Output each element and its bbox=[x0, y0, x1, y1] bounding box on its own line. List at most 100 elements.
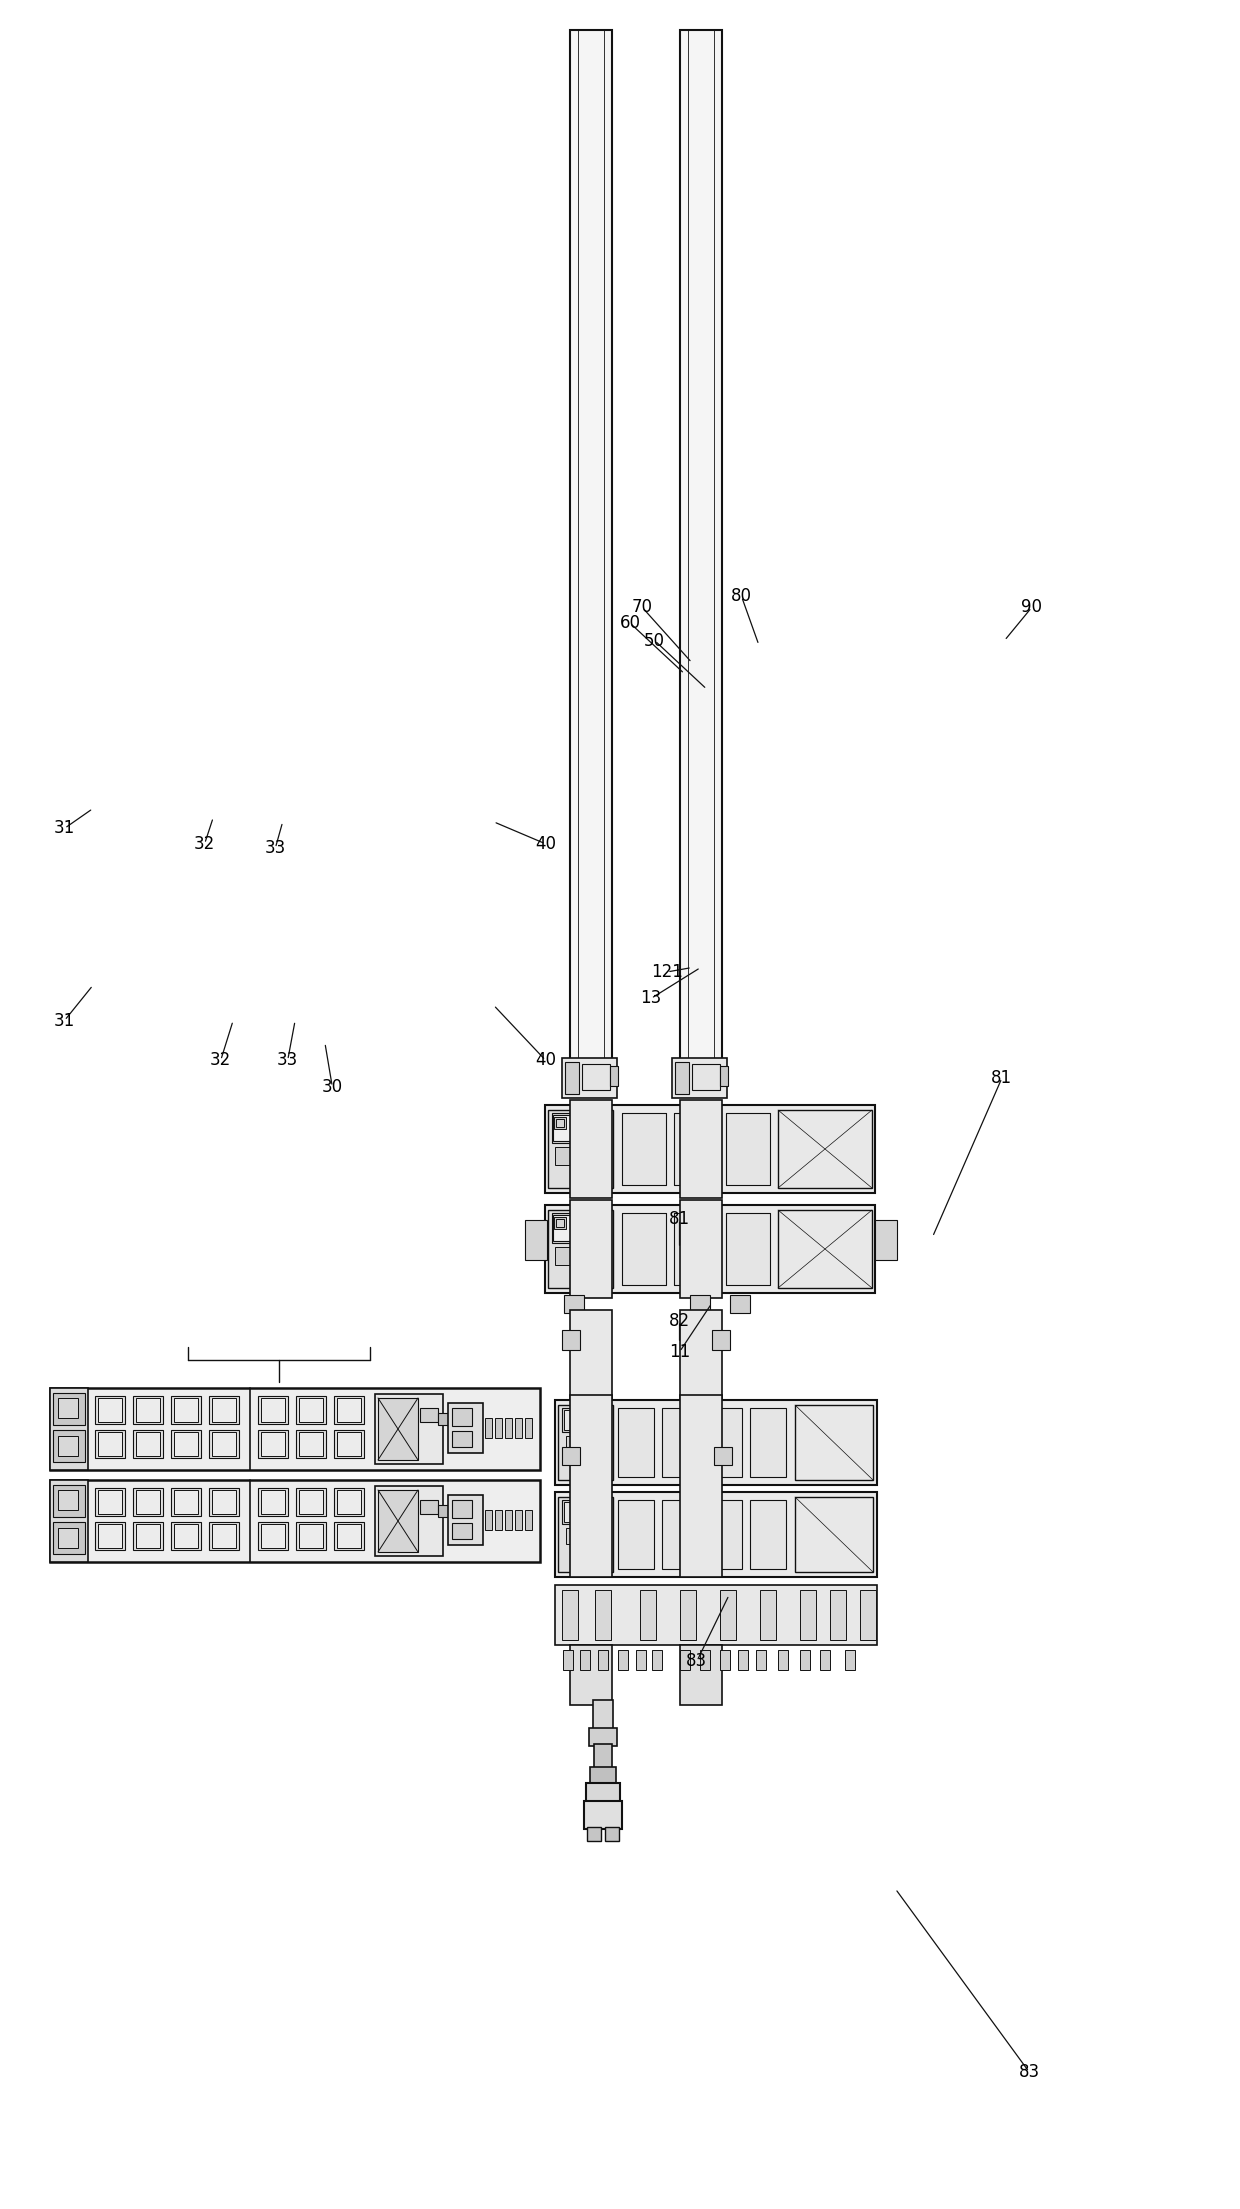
Bar bbox=[296, 1429, 326, 1458]
Bar bbox=[570, 1199, 613, 1299]
Bar bbox=[453, 1407, 472, 1427]
Bar bbox=[680, 1396, 722, 1577]
Bar bbox=[58, 1436, 78, 1456]
Bar bbox=[565, 1063, 579, 1093]
Bar bbox=[260, 1524, 285, 1549]
Text: 31: 31 bbox=[53, 820, 76, 837]
Bar bbox=[50, 1480, 88, 1562]
Bar bbox=[374, 1487, 443, 1555]
Bar bbox=[467, 1429, 477, 1451]
Bar bbox=[562, 1058, 618, 1098]
Bar bbox=[548, 1211, 613, 1288]
Bar bbox=[438, 1504, 450, 1518]
Bar bbox=[556, 1401, 877, 1484]
Bar bbox=[861, 1590, 875, 1639]
Bar bbox=[750, 1500, 786, 1568]
Text: 82: 82 bbox=[668, 1312, 691, 1330]
Text: 31: 31 bbox=[53, 1012, 76, 1029]
Bar bbox=[562, 1590, 578, 1639]
Bar bbox=[730, 1294, 750, 1312]
Bar bbox=[777, 1650, 787, 1670]
Bar bbox=[378, 1491, 418, 1553]
Text: 11: 11 bbox=[668, 1343, 691, 1361]
Bar bbox=[714, 1447, 732, 1465]
Bar bbox=[133, 1429, 162, 1458]
Bar bbox=[510, 1429, 520, 1451]
Bar bbox=[50, 1387, 539, 1469]
Bar bbox=[563, 1650, 573, 1670]
Bar bbox=[570, 1646, 613, 1705]
Text: 70: 70 bbox=[632, 599, 652, 616]
Bar bbox=[570, 1310, 613, 1405]
Bar bbox=[680, 1199, 722, 1299]
Bar bbox=[556, 1219, 564, 1226]
Bar bbox=[725, 1113, 770, 1184]
Text: 32: 32 bbox=[210, 1051, 232, 1069]
Bar bbox=[334, 1522, 365, 1551]
Bar bbox=[800, 1650, 810, 1670]
Bar bbox=[505, 1418, 512, 1438]
Bar bbox=[212, 1431, 236, 1456]
Bar bbox=[482, 1522, 492, 1544]
Bar bbox=[680, 1100, 722, 1197]
Bar bbox=[525, 1219, 547, 1259]
Text: 90: 90 bbox=[1022, 599, 1042, 616]
Bar bbox=[53, 1394, 86, 1425]
Bar bbox=[171, 1396, 201, 1425]
Bar bbox=[562, 1407, 584, 1431]
Bar bbox=[334, 1429, 365, 1458]
Bar bbox=[675, 1063, 689, 1093]
Bar bbox=[570, 31, 613, 1069]
Bar bbox=[496, 1522, 506, 1544]
Bar bbox=[133, 1396, 162, 1425]
Bar bbox=[337, 1524, 361, 1549]
Bar bbox=[720, 1067, 728, 1087]
Bar bbox=[556, 1491, 877, 1577]
Bar bbox=[680, 1310, 722, 1405]
Bar bbox=[98, 1524, 122, 1549]
Bar bbox=[554, 1217, 565, 1228]
Bar bbox=[564, 1409, 582, 1429]
Bar bbox=[844, 1650, 856, 1670]
Bar bbox=[548, 1109, 613, 1188]
Bar bbox=[258, 1522, 288, 1551]
Bar bbox=[258, 1396, 288, 1425]
Bar bbox=[136, 1491, 160, 1513]
Bar bbox=[570, 1100, 613, 1197]
Bar bbox=[800, 1590, 816, 1639]
Bar bbox=[454, 1429, 464, 1451]
Bar bbox=[258, 1489, 288, 1515]
Bar bbox=[546, 1104, 875, 1193]
Bar bbox=[605, 1827, 619, 1840]
Bar bbox=[565, 1529, 584, 1544]
Bar bbox=[337, 1398, 361, 1423]
Bar bbox=[570, 1396, 613, 1577]
Bar bbox=[640, 1590, 656, 1639]
Bar bbox=[554, 1118, 565, 1129]
Bar bbox=[720, 1590, 737, 1639]
Bar bbox=[133, 1489, 162, 1515]
Bar bbox=[750, 1407, 786, 1478]
Bar bbox=[98, 1431, 122, 1456]
Bar bbox=[58, 1491, 78, 1511]
Bar bbox=[622, 1213, 666, 1286]
Text: 50: 50 bbox=[645, 632, 665, 649]
Bar bbox=[701, 1650, 711, 1670]
Bar bbox=[212, 1524, 236, 1549]
Bar bbox=[299, 1398, 322, 1423]
Bar bbox=[378, 1398, 418, 1460]
Bar bbox=[485, 1511, 492, 1531]
Bar bbox=[875, 1219, 897, 1259]
Bar bbox=[174, 1398, 198, 1423]
Bar bbox=[720, 1650, 730, 1670]
Bar bbox=[482, 1429, 492, 1451]
Bar bbox=[525, 1511, 532, 1531]
Bar bbox=[95, 1489, 125, 1515]
Bar bbox=[594, 1743, 613, 1769]
Bar bbox=[562, 1330, 580, 1350]
Bar bbox=[171, 1522, 201, 1551]
Text: 33: 33 bbox=[277, 1051, 299, 1069]
Text: 40: 40 bbox=[536, 835, 556, 853]
Bar bbox=[556, 1586, 877, 1646]
Text: 30: 30 bbox=[321, 1078, 343, 1096]
